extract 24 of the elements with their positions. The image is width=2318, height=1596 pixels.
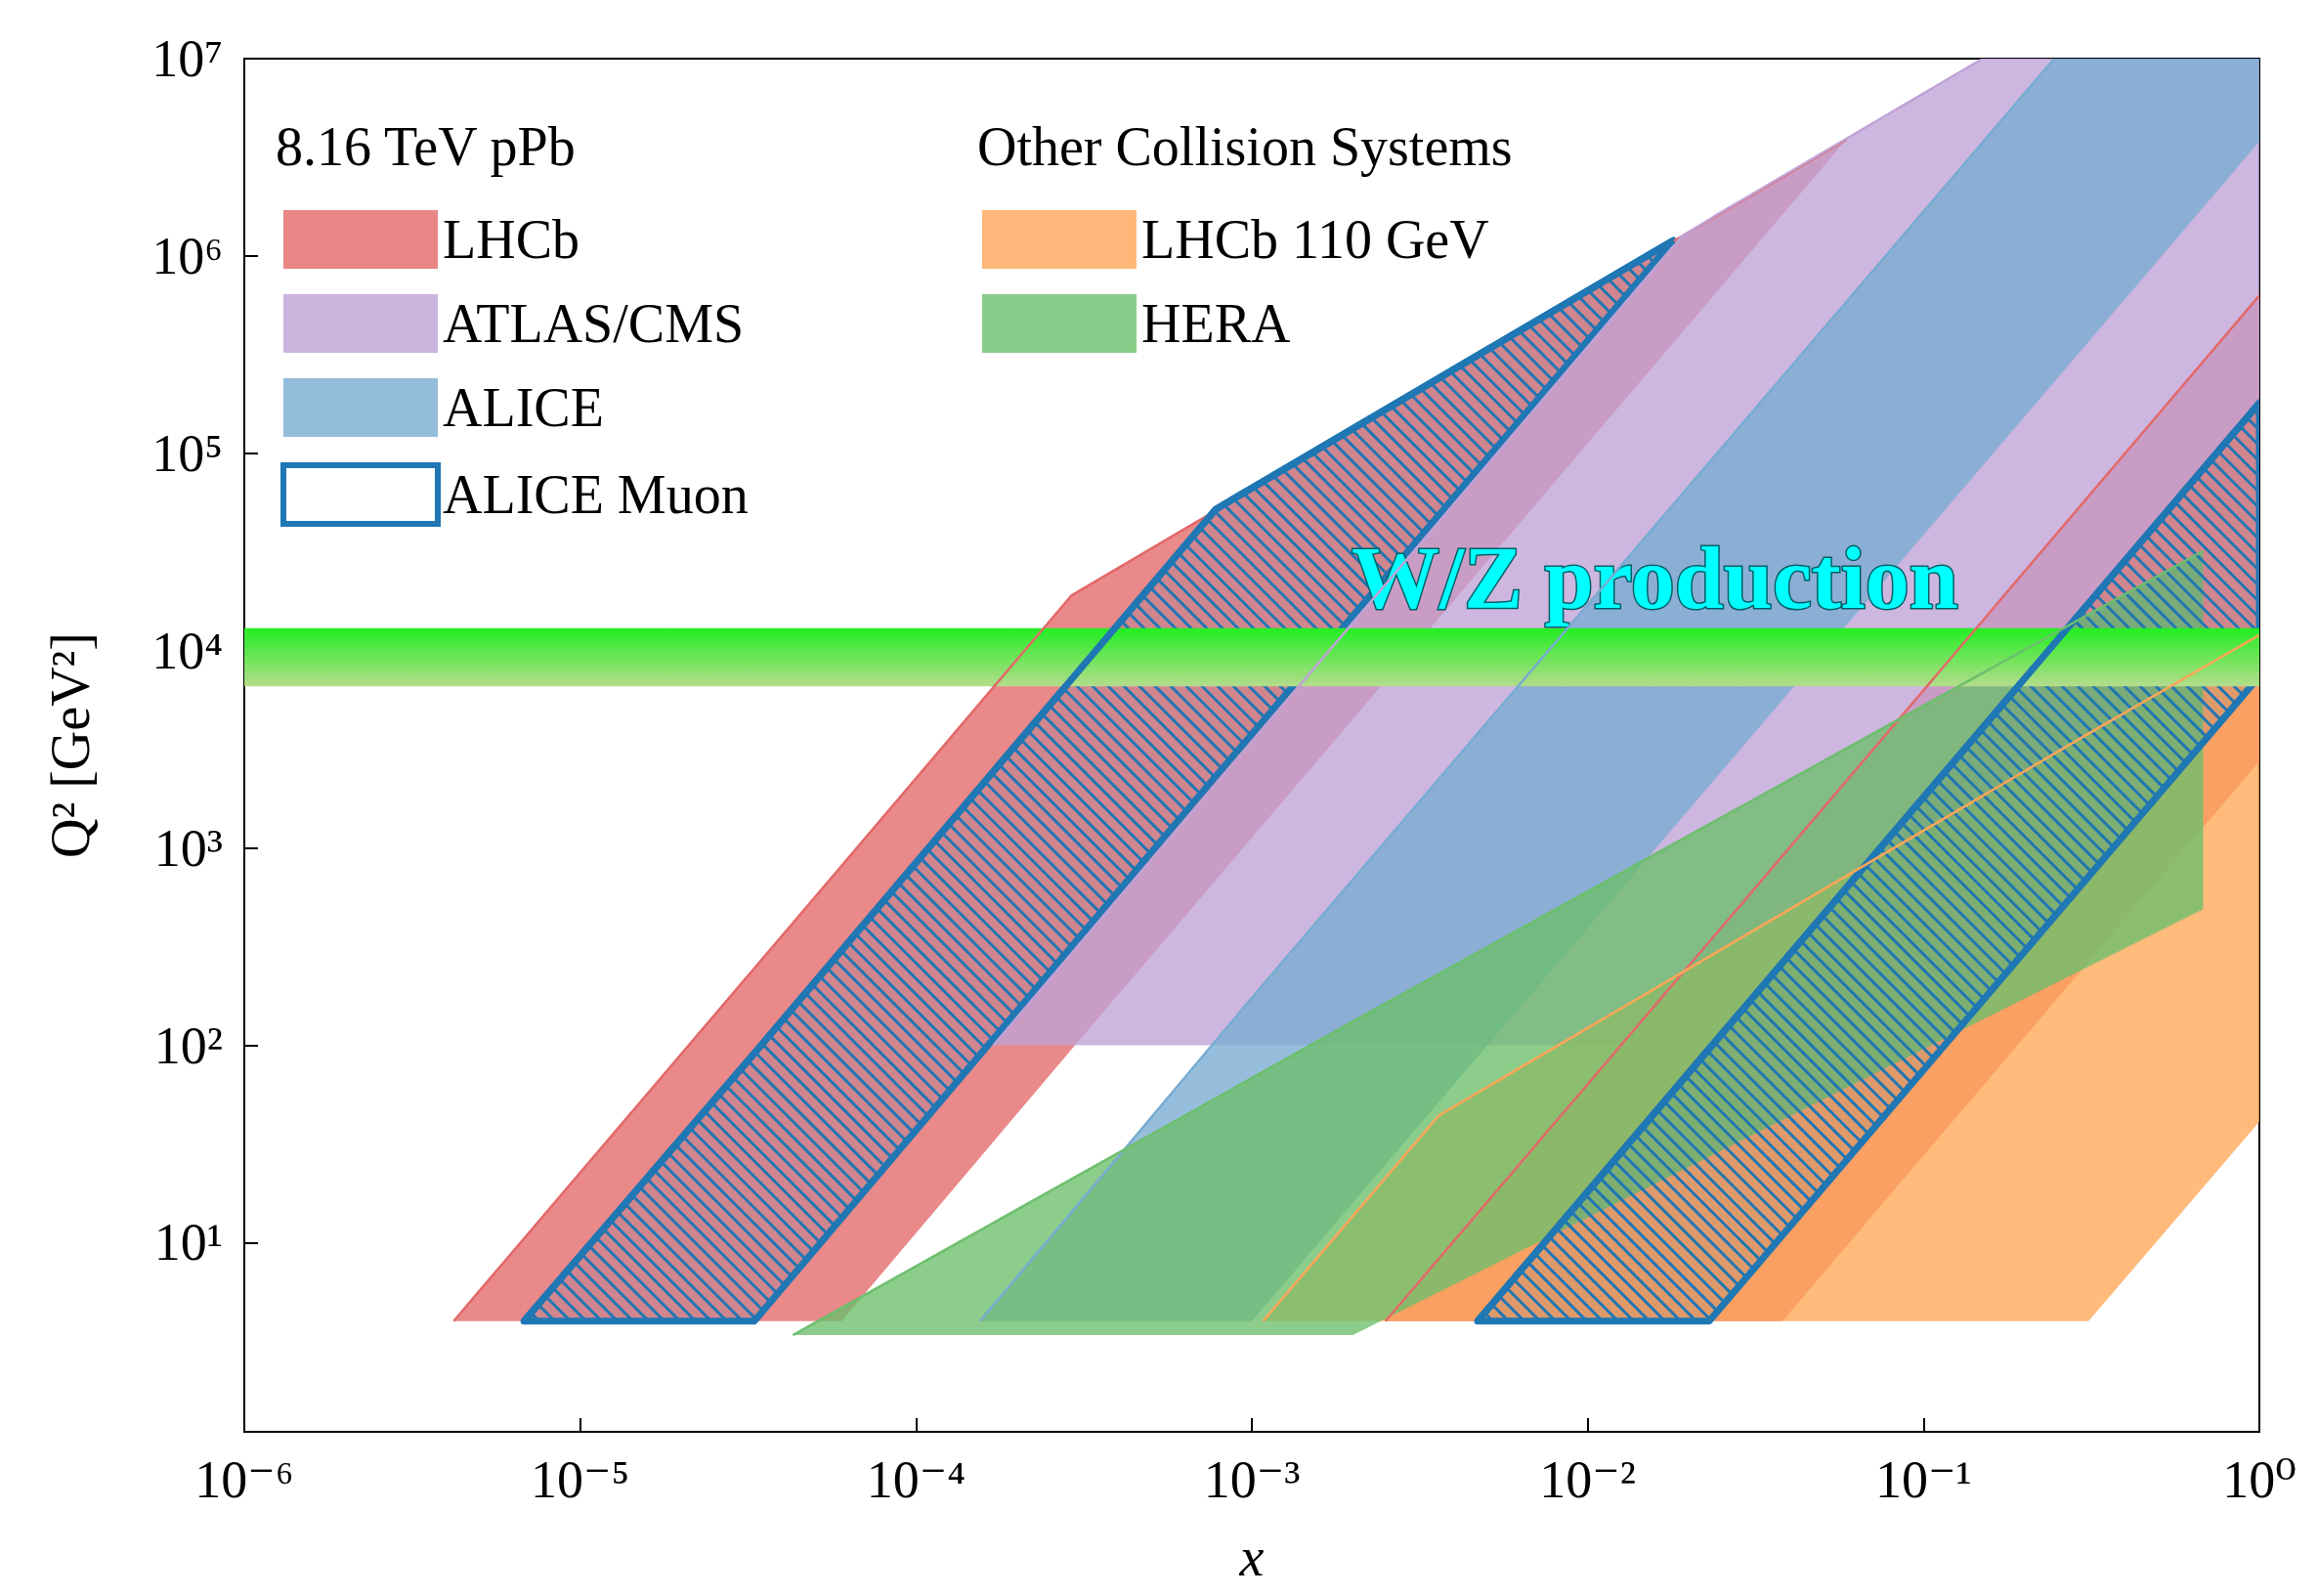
annotation: Other Collision Systems: [977, 116, 1513, 177]
y-tick-label: 10³: [153, 818, 223, 878]
legend-label: LHCb: [443, 209, 580, 270]
y-tick-label: 10⁵: [151, 423, 223, 483]
y-axis-title: Q² [GeV²]: [40, 631, 101, 859]
x-tick-label: 10⁻¹: [1874, 1450, 1972, 1509]
legend-label: HERA: [1141, 293, 1291, 354]
x-tick-label: 10⁰: [2222, 1450, 2297, 1509]
x-tick-label: 10⁻⁴: [866, 1450, 966, 1509]
x-tick-label: 10⁻⁶: [194, 1450, 294, 1509]
x-tick-label: 10⁻⁵: [530, 1450, 630, 1509]
y-tick-label: 10⁷: [151, 29, 223, 88]
annotation: 8.16 TeV pPb: [276, 116, 576, 177]
x-axis-title: x: [1238, 1527, 1265, 1587]
y-tick-label: 10⁶: [151, 226, 223, 285]
legend-label: ATLAS/CMS: [443, 293, 745, 354]
x-tick-label: 10⁻²: [1539, 1450, 1637, 1509]
legend-label: LHCb 110 GeV: [1141, 209, 1489, 270]
y-tick-label: 10¹: [153, 1213, 223, 1272]
legend-label: ALICE Muon: [443, 464, 749, 525]
x-tick-label: 10⁻³: [1203, 1450, 1301, 1509]
y-tick-label: 10²: [153, 1015, 223, 1075]
y-tick-label: 10⁴: [151, 621, 223, 680]
legend-label: ALICE: [443, 377, 604, 438]
